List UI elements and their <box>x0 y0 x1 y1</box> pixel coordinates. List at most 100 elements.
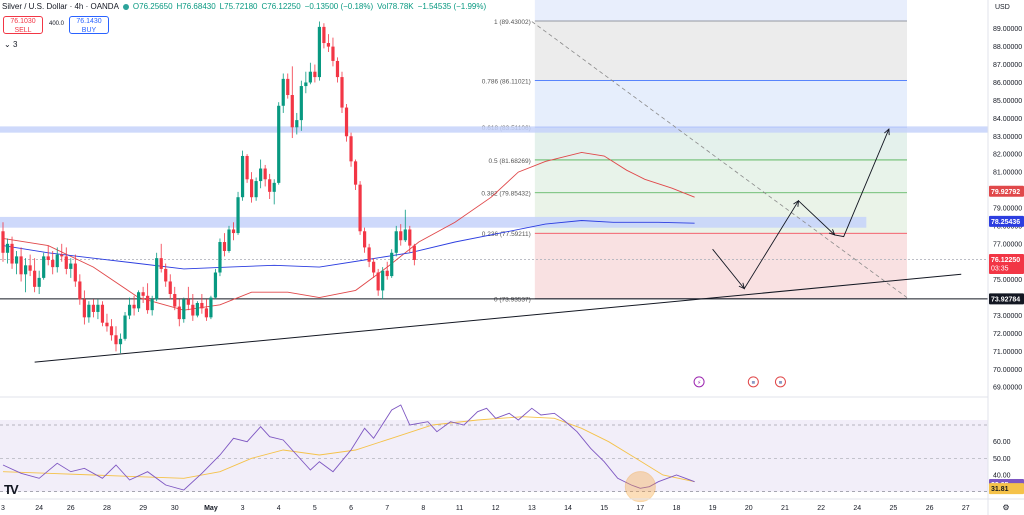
candle-body <box>87 304 91 318</box>
candle-body <box>46 256 50 260</box>
candle-body <box>5 243 10 253</box>
volume-value: Vol78.78K <box>377 2 414 11</box>
time-tick-label: 24 <box>35 505 43 512</box>
candle-body <box>390 252 394 277</box>
event-flag-icon <box>747 376 759 388</box>
fib-label-0.5: 0.5 (81.68269) <box>489 158 531 165</box>
projection-path <box>712 128 890 290</box>
candle-body <box>14 256 19 264</box>
moving-average-blue <box>2 220 695 270</box>
price-tick-label: 88.00000 <box>993 44 1022 51</box>
candle-body <box>150 299 154 311</box>
fib-band-2 <box>534 80 907 128</box>
candle-body <box>254 181 258 198</box>
candle-body <box>313 71 317 78</box>
candle-body <box>268 179 272 192</box>
price-tick-label: 77.00000 <box>993 241 1022 248</box>
chart-header: Silver / U.S. Dollar · 4h · OANDA O76.25… <box>2 2 486 11</box>
candle-body <box>123 315 127 339</box>
moving-average-red <box>2 151 695 311</box>
candle-body <box>204 308 208 318</box>
ohlc-close: C76.12250 <box>261 2 301 11</box>
candle-body <box>159 258 163 269</box>
candle-body <box>349 136 353 162</box>
time-tick-label: 30 <box>171 505 179 512</box>
time-tick-label: May <box>204 505 218 512</box>
symbol-title[interactable]: Silver / U.S. Dollar · 4h · OANDA <box>2 2 119 11</box>
time-tick-label: 11 <box>456 505 463 512</box>
time-tick-label: 14 <box>564 505 572 512</box>
time-tick-label: 3 <box>241 505 245 512</box>
candle-body <box>263 168 267 180</box>
candle-body <box>177 306 181 320</box>
candle-body <box>1 231 5 253</box>
time-tick-label: 17 <box>636 505 644 512</box>
candle-body <box>376 272 380 291</box>
fib-label-0: 0 (73.93537) <box>494 297 531 304</box>
rsi-tick-label: 50.00 <box>993 456 1011 463</box>
fib-band-6 <box>534 233 907 299</box>
candle-body <box>55 254 59 268</box>
price-tick-label: 89.00000 <box>993 26 1022 33</box>
current-price-tag: 76.12250 <box>991 257 1020 264</box>
price-tick-label: 87.00000 <box>993 62 1022 69</box>
candle-body <box>403 229 407 241</box>
time-tick-label: 21 <box>781 505 789 512</box>
time-tick-label: 6 <box>349 505 353 512</box>
candle-body <box>200 302 204 309</box>
projection-arrowhead <box>738 282 745 290</box>
time-tick-label: 20 <box>745 505 753 512</box>
candle-body <box>372 261 376 273</box>
candle-body <box>259 168 263 182</box>
candle-body <box>146 295 150 311</box>
spread-value: 400.0 <box>49 21 65 27</box>
candle-body <box>295 120 299 128</box>
ma-red-price-tag-bg <box>989 185 1024 197</box>
candle-body <box>317 26 321 78</box>
candle-body <box>186 299 190 305</box>
candle-body <box>19 256 23 275</box>
candle-body <box>227 229 231 251</box>
price-tick-label: 71.00000 <box>993 349 1022 356</box>
rsi-tick-label: 40.00 <box>993 473 1011 480</box>
candle-body <box>358 184 362 232</box>
candle-body <box>141 292 145 296</box>
ascending-trendline <box>34 273 962 363</box>
candle-body <box>245 155 249 180</box>
candle-body <box>191 304 195 316</box>
sell-button[interactable]: 76.1030 SELL <box>3 16 43 34</box>
tradingview-logo: TV <box>4 482 19 497</box>
candle-body <box>118 338 123 345</box>
price-tick-label: 79.00000 <box>993 205 1022 212</box>
buy-price: 76.1430 <box>76 18 102 25</box>
candle-body <box>132 304 136 309</box>
candle-body <box>109 326 114 336</box>
candle-body <box>399 231 403 241</box>
buy-button[interactable]: 76.1430 BUY <box>69 16 109 34</box>
candle-body <box>82 299 86 318</box>
candle-body <box>51 259 55 268</box>
price-tick-label: 75.00000 <box>993 277 1022 284</box>
candle-body <box>127 304 132 316</box>
price-tick-label: 81.00000 <box>993 170 1022 177</box>
time-tick-label: 19 <box>709 505 717 512</box>
fib-label-0.236: 0.236 (77.59211) <box>482 231 531 238</box>
candle-body <box>308 71 312 83</box>
fib-band-1 <box>534 20 907 81</box>
candle-body <box>168 281 172 295</box>
event-flag-icon <box>774 376 786 388</box>
indicator-collapse-toggle[interactable]: ⌄ 3 <box>4 40 17 49</box>
rsi-ma-tag-bg <box>989 483 1024 495</box>
candle-body <box>37 277 41 287</box>
candle-body <box>91 304 95 312</box>
candle-body <box>42 256 46 278</box>
fib-label-1: 1 (89.43002) <box>494 19 531 26</box>
fib-diagonal-line <box>531 21 908 298</box>
candle-body <box>60 254 64 257</box>
candle-body <box>340 77 344 108</box>
ma-blue-price-tag-bg <box>989 215 1024 227</box>
rsi-moving-average <box>2 416 695 483</box>
ohlc-open: O76.25650 <box>132 2 173 11</box>
fib-label-0.382: 0.382 (79.85432) <box>481 191 531 198</box>
